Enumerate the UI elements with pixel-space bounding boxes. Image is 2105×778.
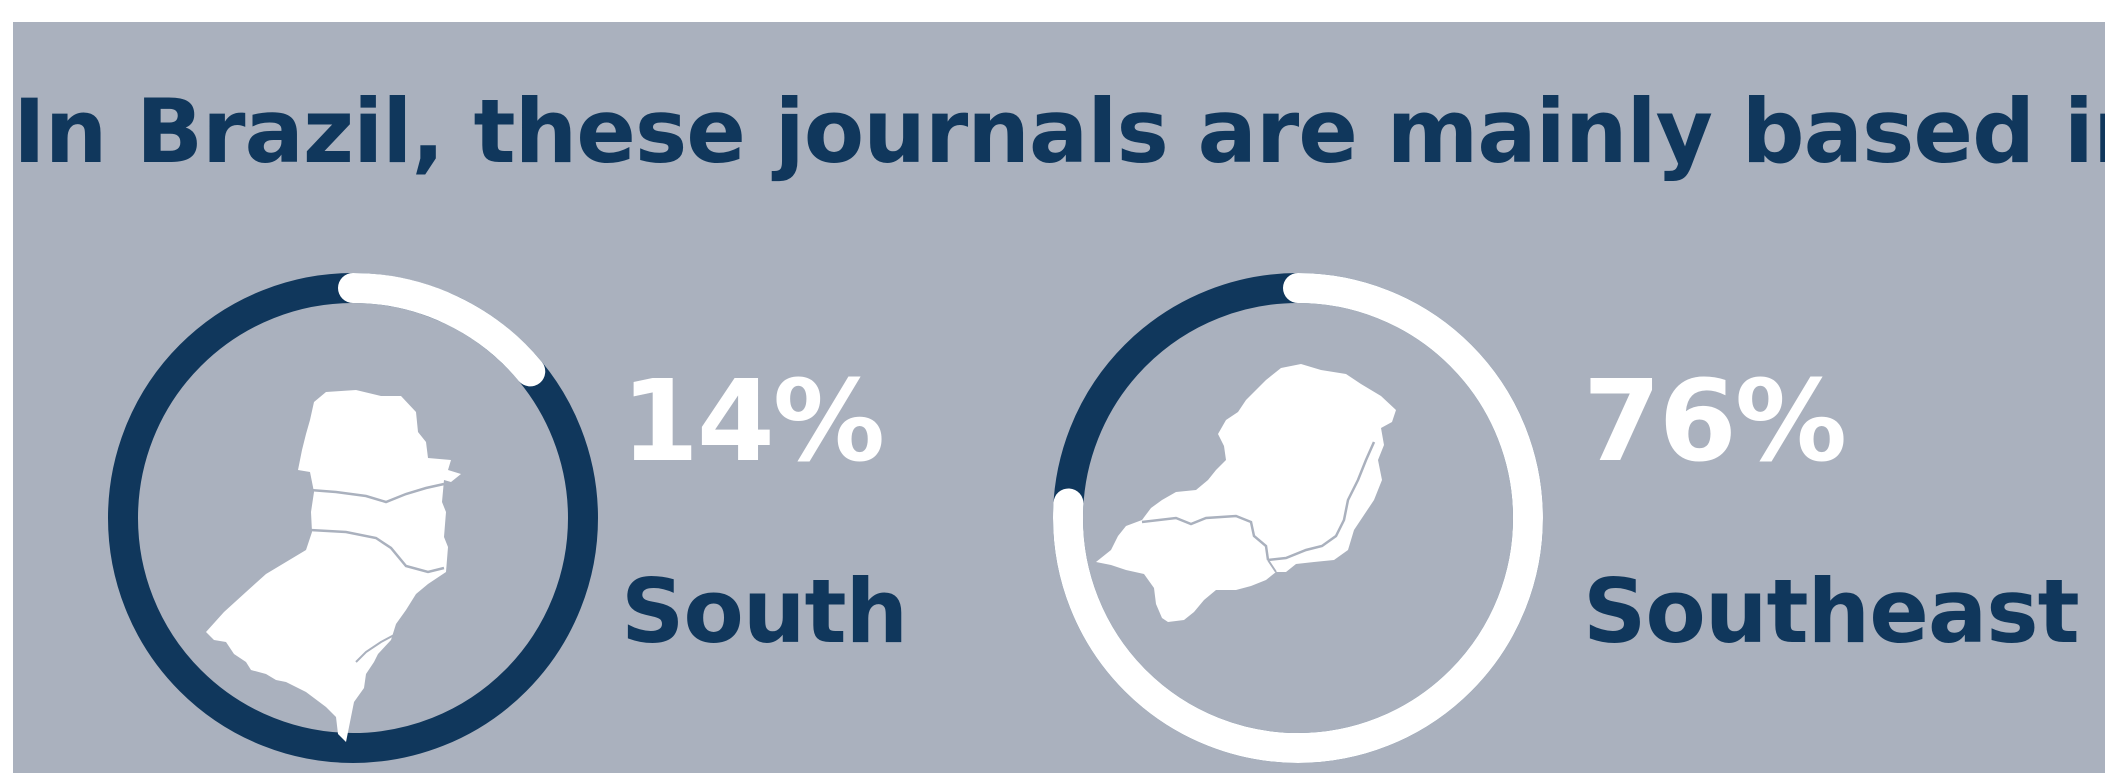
southeast-label: Southeast bbox=[1583, 560, 2080, 663]
south-label: South bbox=[621, 560, 908, 663]
south-donut-chart bbox=[108, 273, 598, 763]
south-ring-value-arc bbox=[108, 273, 598, 763]
page-title: In Brazil, these journals are mainly bas… bbox=[13, 80, 2105, 183]
southeast-percentage: 76% bbox=[1583, 357, 1847, 487]
infographic-panel: In Brazil, these journals are mainly bas… bbox=[13, 22, 2105, 773]
southeast-region-map-icon bbox=[1096, 364, 1396, 622]
southeast-ring-value-arc bbox=[1053, 273, 1543, 763]
south-region-map-icon bbox=[206, 390, 461, 742]
south-percentage: 14% bbox=[621, 357, 885, 487]
southeast-donut-chart bbox=[1053, 273, 1543, 763]
